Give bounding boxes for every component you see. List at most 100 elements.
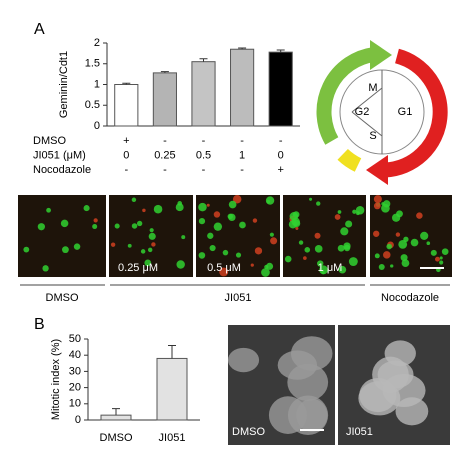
cell xyxy=(198,252,206,259)
cell xyxy=(309,197,313,201)
red-arc xyxy=(384,48,448,178)
y-tick-label: 50 xyxy=(69,333,81,345)
cell xyxy=(395,232,401,237)
y-tick-label: 1.5 xyxy=(85,58,100,70)
condition-value: 0.25 xyxy=(154,149,175,161)
nucleus xyxy=(268,396,307,434)
cell xyxy=(206,203,210,207)
condition-value: - xyxy=(202,164,206,176)
cell xyxy=(83,205,90,212)
cell xyxy=(345,220,353,228)
error-bar xyxy=(112,408,120,416)
cell xyxy=(401,259,410,267)
cell xyxy=(147,247,153,253)
cell xyxy=(381,202,385,206)
cell xyxy=(219,267,229,277)
y-tick-label: 20 xyxy=(69,382,81,394)
condition-value: + xyxy=(277,164,283,176)
cell xyxy=(292,219,301,228)
cell xyxy=(42,265,49,272)
cell xyxy=(269,232,274,237)
nucleus xyxy=(290,336,333,371)
cell xyxy=(235,252,242,258)
cell xyxy=(227,213,233,220)
cell xyxy=(295,226,299,230)
cell xyxy=(316,201,321,206)
cell xyxy=(373,195,382,204)
cell xyxy=(386,243,392,250)
cell xyxy=(153,204,163,214)
panel-label: B xyxy=(34,316,45,333)
panel-label: A xyxy=(34,21,45,38)
cell xyxy=(151,242,156,247)
yellow-arc xyxy=(337,148,362,172)
cell xyxy=(435,256,440,262)
cell xyxy=(317,260,324,267)
cell xyxy=(348,257,358,267)
group-label: Nocodazole xyxy=(381,292,439,304)
cell xyxy=(239,221,246,229)
cell xyxy=(73,243,81,250)
condition-value: - xyxy=(163,135,167,147)
bar xyxy=(152,72,177,127)
cell xyxy=(198,202,207,212)
cell xyxy=(207,232,214,239)
cell xyxy=(37,223,45,231)
bar xyxy=(268,51,293,127)
arrow-head xyxy=(366,155,388,185)
y-tick-label: 0 xyxy=(75,414,81,426)
nucleus xyxy=(227,347,260,373)
condition-value: - xyxy=(124,164,128,176)
divider xyxy=(351,87,383,113)
cell xyxy=(131,197,137,203)
cell xyxy=(144,259,152,267)
y-tick-label: 1 xyxy=(94,78,100,90)
cell xyxy=(175,203,184,212)
bar xyxy=(100,414,132,421)
group-label: JI051 xyxy=(225,292,252,304)
cell xyxy=(228,200,237,209)
dose-label: 1 μM xyxy=(318,262,343,274)
cell xyxy=(93,218,98,223)
cell xyxy=(314,245,323,253)
cell xyxy=(398,239,408,249)
cell-cycle-diagram: M G2 S G1 xyxy=(316,40,448,185)
cell xyxy=(213,211,221,218)
cell xyxy=(23,246,30,253)
y-tick-label: 0.5 xyxy=(85,99,100,111)
condition-label: DMSO xyxy=(33,135,66,147)
cell xyxy=(340,227,349,236)
cell xyxy=(110,242,116,247)
cell xyxy=(92,224,98,230)
cell xyxy=(439,256,443,260)
cell xyxy=(176,260,185,269)
condition-value: - xyxy=(240,135,244,147)
cell xyxy=(148,232,156,240)
cell xyxy=(149,228,154,233)
condition-value: 0.5 xyxy=(196,149,211,161)
nucleus xyxy=(384,340,416,367)
nucleus xyxy=(296,398,328,432)
cell xyxy=(426,241,431,246)
cell xyxy=(337,244,345,252)
cell xyxy=(46,207,51,213)
cell xyxy=(355,206,365,215)
y-tick-label: 2 xyxy=(94,37,100,49)
cell xyxy=(136,220,143,227)
x-tick-label: JI051 xyxy=(159,432,186,444)
y-axis-label: Geminin/Cdt1 xyxy=(58,51,70,118)
nucleus xyxy=(287,363,329,401)
cell xyxy=(383,251,391,259)
cell xyxy=(198,217,206,225)
dose-label: 0.25 μM xyxy=(118,262,158,274)
cell xyxy=(284,255,292,263)
phase-label: S xyxy=(369,130,376,142)
cell xyxy=(420,231,429,240)
cell xyxy=(252,218,258,223)
cell xyxy=(441,248,449,255)
dose-label: 0.5 μM xyxy=(207,262,241,274)
micrograph xyxy=(18,195,106,277)
cell xyxy=(343,242,351,250)
phase-label: G1 xyxy=(398,106,413,118)
